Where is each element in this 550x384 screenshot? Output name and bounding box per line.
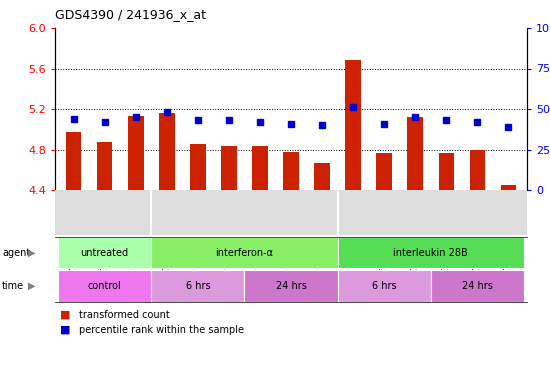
Bar [97,142,112,190]
Bar [190,144,206,190]
Text: ■: ■ [60,310,70,320]
Bar [66,132,81,190]
Text: agent: agent [2,248,30,258]
Bar [283,152,299,190]
Text: time: time [2,281,24,291]
Text: percentile rank within the sample: percentile rank within the sample [79,325,244,335]
Text: interleukin 28B: interleukin 28B [393,248,468,258]
Bar [252,146,268,190]
Text: interferon-α: interferon-α [216,248,273,258]
Text: GDS4390 / 241936_x_at: GDS4390 / 241936_x_at [55,8,206,21]
Bar [314,163,330,190]
Bar [500,185,516,190]
Bar [438,152,454,190]
Bar [376,152,392,190]
Bar [345,60,361,190]
Text: ▶: ▶ [28,248,36,258]
Text: 6 hrs: 6 hrs [372,281,397,291]
Text: 24 hrs: 24 hrs [276,281,306,291]
Text: untreated: untreated [81,248,129,258]
Text: 24 hrs: 24 hrs [462,281,493,291]
Bar [408,117,423,190]
Text: ▶: ▶ [28,281,36,291]
Text: 6 hrs: 6 hrs [185,281,210,291]
Bar [221,146,236,190]
Text: control: control [88,281,122,291]
Bar [159,113,174,190]
Bar [128,116,144,190]
Bar [470,149,485,190]
Text: transformed count: transformed count [79,310,170,320]
Text: ■: ■ [60,325,70,335]
